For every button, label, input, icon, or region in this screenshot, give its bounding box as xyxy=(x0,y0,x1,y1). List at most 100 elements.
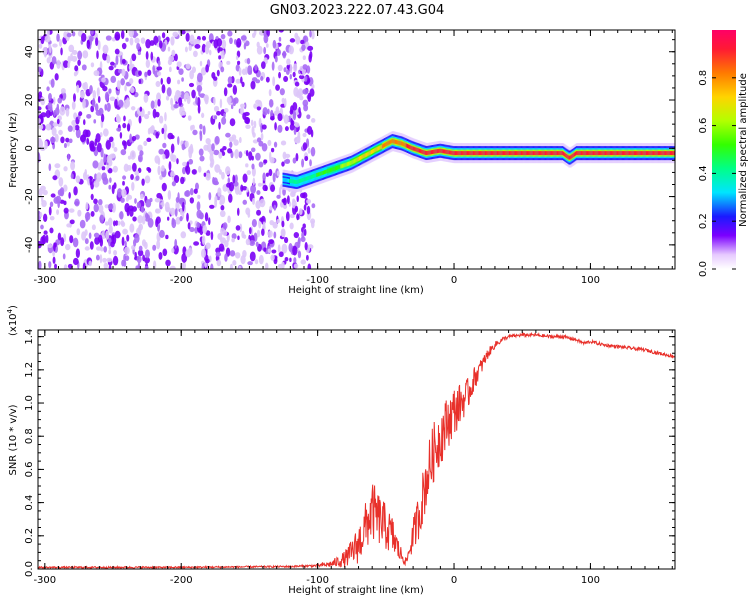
noise-blob xyxy=(229,263,233,269)
noise-blob xyxy=(178,197,185,203)
noise-blob xyxy=(200,67,207,76)
noise-blob xyxy=(235,55,239,61)
noise-blob xyxy=(283,159,290,164)
noise-blob xyxy=(102,257,107,263)
noise-blob xyxy=(44,35,51,43)
noise-blob xyxy=(293,257,297,264)
noise-blob xyxy=(86,113,92,119)
noise-blob xyxy=(107,168,113,174)
noise-blob xyxy=(106,164,110,170)
noise-blob xyxy=(237,207,240,217)
noise-blob xyxy=(45,234,49,244)
noise-blob xyxy=(273,141,278,148)
noise-blob xyxy=(112,255,119,266)
noise-blob xyxy=(45,109,51,119)
noise-blob xyxy=(258,161,264,168)
noise-blob xyxy=(121,42,127,50)
noise-blob xyxy=(197,97,201,107)
noise-blob xyxy=(47,102,53,110)
noise-blob xyxy=(106,257,113,263)
noise-blob xyxy=(235,78,241,84)
noise-blob xyxy=(272,76,276,87)
noise-blob xyxy=(293,63,298,73)
noise-blob xyxy=(303,204,307,211)
noise-blob xyxy=(107,217,113,227)
noise-blob xyxy=(220,66,225,73)
noise-blob xyxy=(289,63,293,74)
noise-blob xyxy=(231,237,235,243)
noise-blob xyxy=(297,250,302,259)
noise-blob xyxy=(85,202,89,210)
noise-blob xyxy=(154,99,158,109)
noise-blob xyxy=(194,43,201,49)
noise-blob xyxy=(147,110,151,115)
noise-blob xyxy=(127,155,132,160)
noise-blob xyxy=(196,201,201,211)
noise-blob xyxy=(221,116,227,125)
snr-plot-frame xyxy=(37,329,676,570)
noise-blob xyxy=(122,180,125,186)
noise-blob xyxy=(160,77,163,85)
noise-blob xyxy=(276,49,281,56)
noise-blob xyxy=(205,137,211,145)
noise-blob xyxy=(265,172,269,177)
noise-blob xyxy=(222,222,228,230)
noise-blob xyxy=(185,165,188,172)
noise-blob xyxy=(305,254,309,261)
noise-blob xyxy=(311,30,315,40)
noise-blob xyxy=(182,161,188,167)
noise-blob xyxy=(97,95,101,104)
noise-blob xyxy=(41,234,47,245)
noise-blob xyxy=(158,252,163,260)
noise-blob xyxy=(100,158,104,167)
noise-blob xyxy=(56,33,60,42)
noise-blob xyxy=(216,259,222,267)
noise-blob xyxy=(170,152,174,162)
noise-blob xyxy=(161,165,165,172)
noise-blob xyxy=(90,193,94,201)
noise-blob xyxy=(140,205,145,213)
noise-blob xyxy=(46,86,50,92)
noise-blob xyxy=(56,59,61,70)
noise-blob xyxy=(69,219,75,225)
noise-blob xyxy=(198,86,201,97)
noise-blob xyxy=(149,197,153,203)
noise-blob xyxy=(42,46,48,56)
noise-blob xyxy=(82,262,86,269)
noise-blob xyxy=(202,125,206,135)
noise-blob xyxy=(53,110,56,117)
noise-blob xyxy=(109,177,112,183)
noise-blob xyxy=(221,171,225,180)
noise-blob xyxy=(124,246,130,255)
noise-blob xyxy=(208,192,212,201)
noise-blob xyxy=(251,219,257,228)
snr-y-multiplier: (x104) xyxy=(6,305,19,336)
y-tick-label: 40 xyxy=(24,45,35,58)
noise-blob xyxy=(216,69,220,77)
noise-blob xyxy=(137,154,143,163)
noise-blob xyxy=(112,165,118,173)
noise-blob xyxy=(111,141,115,149)
noise-blob xyxy=(129,37,134,46)
noise-blob xyxy=(96,87,100,97)
noise-blob xyxy=(222,230,228,236)
noise-blob xyxy=(308,53,312,63)
noise-blob xyxy=(67,61,71,69)
noise-blob xyxy=(152,244,157,251)
noise-blob xyxy=(217,232,223,240)
x-tick-label: 0 xyxy=(451,275,457,286)
noise-blob xyxy=(99,132,103,138)
noise-blob xyxy=(38,118,41,124)
noise-blob xyxy=(121,188,127,198)
noise-blob xyxy=(242,173,248,183)
noise-blob xyxy=(168,55,175,62)
noise-blob xyxy=(227,148,233,154)
noise-blob xyxy=(232,260,237,266)
y-tick-label: 1.2 xyxy=(24,362,35,378)
noise-blob xyxy=(188,44,192,51)
noise-blob xyxy=(152,64,156,75)
noise-blob xyxy=(82,82,86,90)
noise-blob xyxy=(95,37,99,46)
noise-blob xyxy=(89,175,92,186)
